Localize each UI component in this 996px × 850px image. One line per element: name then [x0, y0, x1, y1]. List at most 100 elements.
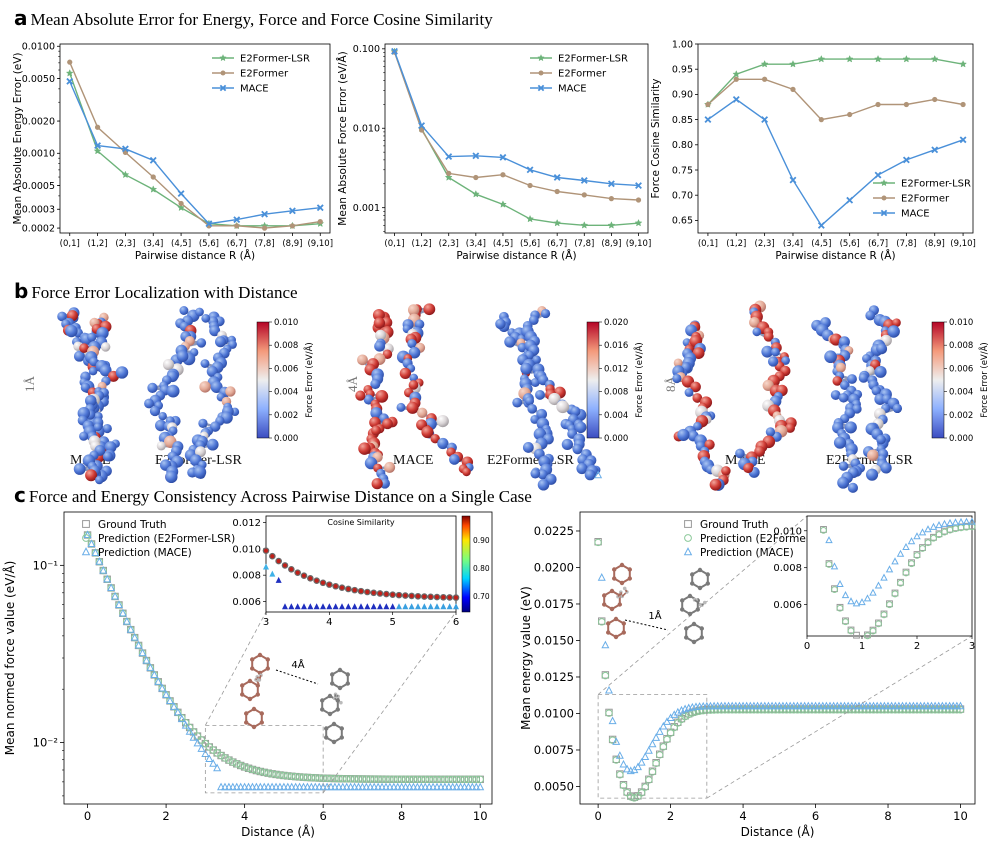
data-point [291, 782, 300, 791]
panel-a-title: a Mean Absolute Error for Energy, Force a… [14, 6, 493, 30]
data-point [185, 723, 194, 732]
data-point [472, 152, 480, 160]
tick-label: (7,8] [574, 239, 594, 249]
data-point [334, 782, 343, 791]
tick-label: 10⁻² [33, 736, 58, 750]
atom [576, 463, 588, 475]
tick-label: (5,6] [199, 239, 219, 249]
atom [257, 652, 263, 658]
atom [832, 376, 843, 386]
atom [407, 304, 420, 316]
atom [527, 403, 538, 414]
data-point [472, 782, 481, 791]
distance-annotation: 1Å [648, 609, 661, 622]
data-point [409, 782, 418, 791]
atom [522, 442, 534, 453]
data-point [760, 60, 769, 68]
atom [176, 350, 189, 363]
tick-label: 4 [326, 617, 332, 628]
inset-colorbar-label: 0.90 [473, 536, 490, 545]
tick-label: 6 [319, 809, 326, 823]
tick-label: 0.001 [353, 203, 380, 214]
atom [85, 394, 97, 407]
data-point [66, 77, 74, 85]
atom [407, 338, 417, 349]
tick-label: (8,9] [282, 239, 302, 249]
atom [195, 446, 206, 458]
data-point [134, 640, 143, 649]
distance-annotation: 4Å [291, 658, 304, 671]
data-point [464, 782, 473, 791]
atom [680, 607, 685, 612]
tick-label: 0.95 [672, 65, 693, 76]
atom [677, 428, 690, 441]
data-point [358, 782, 367, 791]
data-point [319, 774, 327, 782]
data-point [303, 773, 312, 782]
inset-point-mace [440, 603, 447, 610]
atom [835, 362, 846, 373]
data-point [648, 768, 657, 776]
data-point [446, 170, 452, 177]
atom [250, 666, 255, 671]
inset-point-core [422, 594, 427, 599]
data-point [130, 633, 139, 641]
inset-point-mace [307, 603, 314, 610]
data-point [248, 765, 257, 774]
atom [99, 364, 112, 377]
inset-point [863, 594, 872, 602]
inset-point-mace [446, 603, 453, 610]
inset-point-core [263, 548, 269, 553]
atom [693, 421, 702, 431]
panel-c-title: c Force and Energy Consistency Across Pai… [14, 483, 532, 507]
atom [88, 366, 98, 376]
atom [858, 372, 869, 383]
inset-point [957, 517, 965, 525]
molecule-sketch [680, 567, 710, 645]
data-point [350, 782, 359, 791]
data-point [323, 782, 332, 791]
atom [73, 350, 85, 362]
atom [862, 354, 871, 363]
inset-point [935, 521, 943, 529]
inset-point-mace [345, 603, 352, 610]
data-point [721, 706, 729, 714]
data-point [637, 757, 646, 766]
atom [574, 421, 587, 434]
colorbar-tick-label: 0.004 [949, 388, 973, 398]
y-axis-label: Mean energy value (eV) [519, 586, 533, 730]
atom [627, 576, 632, 581]
data-point [217, 751, 225, 760]
atom [697, 585, 703, 591]
tick-label: 5 [389, 617, 395, 628]
atom [382, 349, 393, 360]
data-point [739, 706, 747, 714]
data-point [401, 775, 410, 783]
data-point [818, 116, 824, 123]
colorbar-tick-label: 0.006 [949, 364, 973, 374]
atom [617, 602, 622, 607]
data-point [103, 574, 112, 583]
tick-label: 0.010 [232, 544, 261, 555]
data-point [874, 171, 882, 179]
tick-label: 0.0002 [22, 223, 55, 234]
atom [691, 621, 697, 627]
tick-label: 2 [914, 641, 920, 652]
atom [335, 707, 340, 712]
tick-label: (9,10] [950, 239, 976, 249]
tick-label: 0.85 [672, 115, 693, 126]
atom [87, 332, 97, 342]
data-point [473, 174, 479, 181]
data-point [433, 775, 441, 784]
atom [838, 461, 849, 471]
atom [695, 607, 700, 612]
data-point [234, 223, 240, 229]
atom [536, 408, 548, 420]
data-point [303, 782, 312, 791]
atom [830, 390, 841, 400]
inset-point-core [276, 559, 281, 564]
distance-arrow [624, 619, 669, 631]
inset-colorbar [461, 515, 471, 613]
data-point [837, 706, 845, 714]
data-point [126, 625, 135, 633]
